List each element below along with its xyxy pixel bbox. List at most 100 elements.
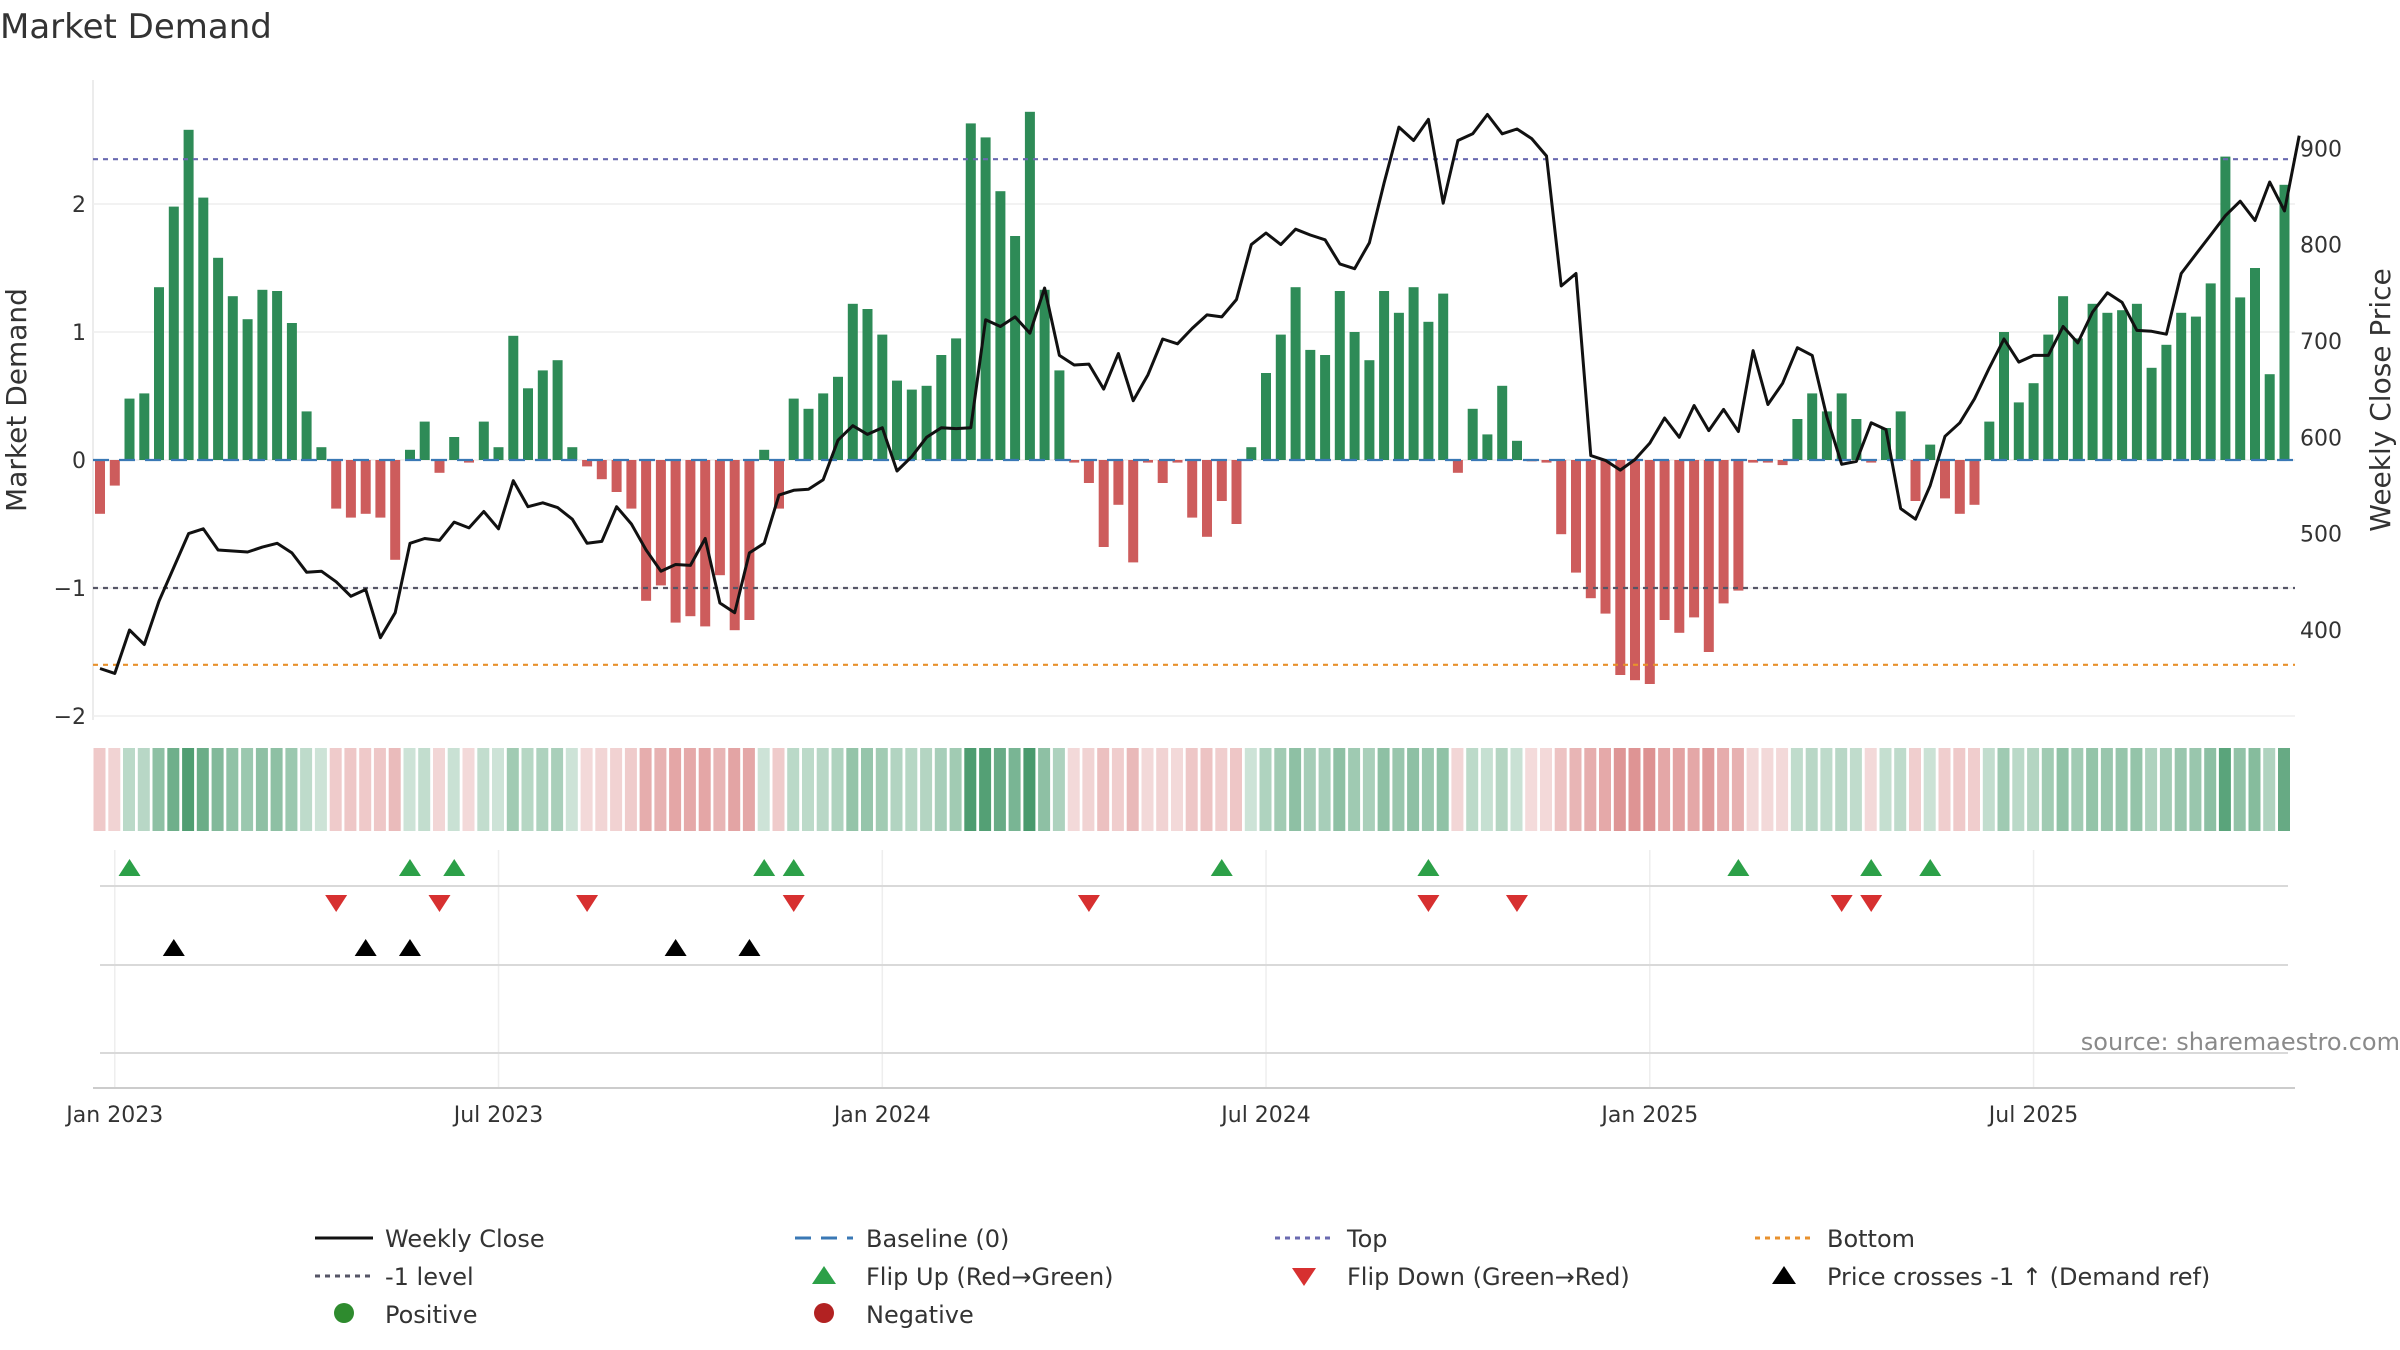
demand-bar [1467, 408, 1478, 460]
demand-bar [552, 360, 563, 460]
heat-cell [1274, 748, 1287, 831]
demand-bar [1172, 460, 1183, 463]
demand-bar [759, 449, 770, 460]
demand-bar [2117, 310, 2128, 460]
y2-tick-label: 800 [2300, 234, 2342, 259]
demand-bar [1349, 332, 1360, 460]
heat-cell [890, 748, 903, 831]
demand-bar [1128, 460, 1139, 563]
legend-negative: Negative [814, 1301, 974, 1329]
heat-cell [2174, 748, 2187, 831]
demand-bar [272, 291, 283, 460]
demand-bar [1689, 460, 1700, 618]
heat-cell [2012, 748, 2025, 831]
demand-bar [2087, 303, 2098, 460]
heat-cell [2071, 748, 2084, 831]
demand-bar [2146, 367, 2157, 460]
demand-bar [227, 296, 238, 460]
heat-cell [314, 748, 327, 831]
heat-cell [492, 748, 504, 831]
legend: Weekly Close Baseline (0) Top Bottom -1 … [315, 1225, 2210, 1329]
demand-bar [168, 206, 179, 460]
flip-down-marker [325, 895, 348, 912]
demand-bar [788, 398, 799, 460]
demand-bar [1866, 460, 1877, 463]
legend-weekly-close-label: Weekly Close [385, 1225, 545, 1253]
reference-lines [93, 158, 2295, 666]
heat-cell [211, 748, 224, 831]
demand-bar [2264, 374, 2275, 460]
demand-bar [670, 460, 681, 623]
heat-cell [1923, 748, 1936, 831]
x-tick-label: Jul 2024 [1219, 1103, 1311, 1128]
demand-bar [1010, 236, 1021, 460]
heat-cell [1790, 748, 1803, 831]
heat-cell [1569, 748, 1582, 831]
heat-cell [595, 748, 608, 831]
heat-cell [1230, 748, 1242, 831]
legend-flip-up-icon [812, 1266, 836, 1284]
demand-bar [2043, 334, 2054, 460]
legend-negative-icon [814, 1303, 834, 1323]
demand-bar [375, 460, 386, 518]
heat-cell [551, 748, 564, 831]
heat-cell [137, 748, 150, 831]
heat-cell [1097, 748, 1110, 831]
demand-bar [1024, 111, 1035, 461]
demand-bar [1408, 287, 1419, 460]
y2-tick-label: 400 [2300, 619, 2342, 644]
heat-cell [580, 748, 593, 831]
heat-cell [1849, 748, 1862, 831]
legend-flip-up: Flip Up (Red→Green) [812, 1263, 1114, 1291]
heat-cell [905, 748, 918, 831]
heat-cell [403, 748, 416, 831]
demand-bar [641, 460, 652, 601]
heat-cell [344, 748, 357, 831]
demand-bar [1556, 460, 1567, 535]
heat-cell [1067, 748, 1080, 831]
y-tick-label: 0 [72, 449, 86, 474]
demand-bar [951, 338, 962, 460]
heat-cell [846, 748, 859, 831]
demand-bar [862, 309, 873, 460]
heat-cell [1525, 748, 1538, 831]
demand-bar [596, 460, 607, 480]
demand-bar [345, 460, 356, 518]
demand-bar [611, 460, 622, 492]
heat-cell [1717, 748, 1730, 831]
demand-bar [729, 460, 740, 631]
demand-bar [1615, 460, 1626, 675]
heat-cell [683, 748, 696, 831]
demand-bar [154, 287, 164, 460]
x-tick-label: Jan 2023 [64, 1103, 163, 1128]
legend-price-cross-label: Price crosses -1 ↑ (Demand ref) [1827, 1263, 2210, 1291]
legend-flip-down-label: Flip Down (Green→Red) [1347, 1263, 1630, 1291]
heat-cell [1776, 748, 1789, 831]
heat-cell [1436, 748, 1449, 831]
demand-bar [1571, 460, 1581, 573]
heat-cell [1835, 748, 1848, 831]
flip-down-marker [1417, 895, 1440, 912]
demand-bar [1659, 460, 1670, 620]
demand-bar [1762, 460, 1773, 463]
heat-cell [108, 748, 121, 831]
legend-baseline-label: Baseline (0) [866, 1225, 1009, 1253]
heat-cell [1820, 748, 1833, 831]
heat-cell [270, 748, 283, 831]
demand-bar [1836, 393, 1847, 460]
heat-cell [2263, 748, 2276, 831]
heat-cell [920, 748, 933, 831]
x-tick-label: Jul 2025 [1987, 1103, 2079, 1128]
heat-cell [1082, 748, 1095, 831]
heat-cell [1392, 748, 1405, 831]
demand-bar [1261, 373, 1271, 460]
demand-bar [833, 376, 843, 460]
demand-bar [405, 449, 415, 460]
signal-vertical-grid [114, 850, 2035, 1088]
y2-tick-label: 500 [2300, 523, 2342, 548]
legend-positive-label: Positive [385, 1301, 478, 1329]
price-cross-marker [398, 939, 421, 956]
heat-cell [1510, 748, 1523, 831]
heat-cell [1584, 748, 1597, 831]
y2-tick-label: 900 [2300, 137, 2342, 162]
